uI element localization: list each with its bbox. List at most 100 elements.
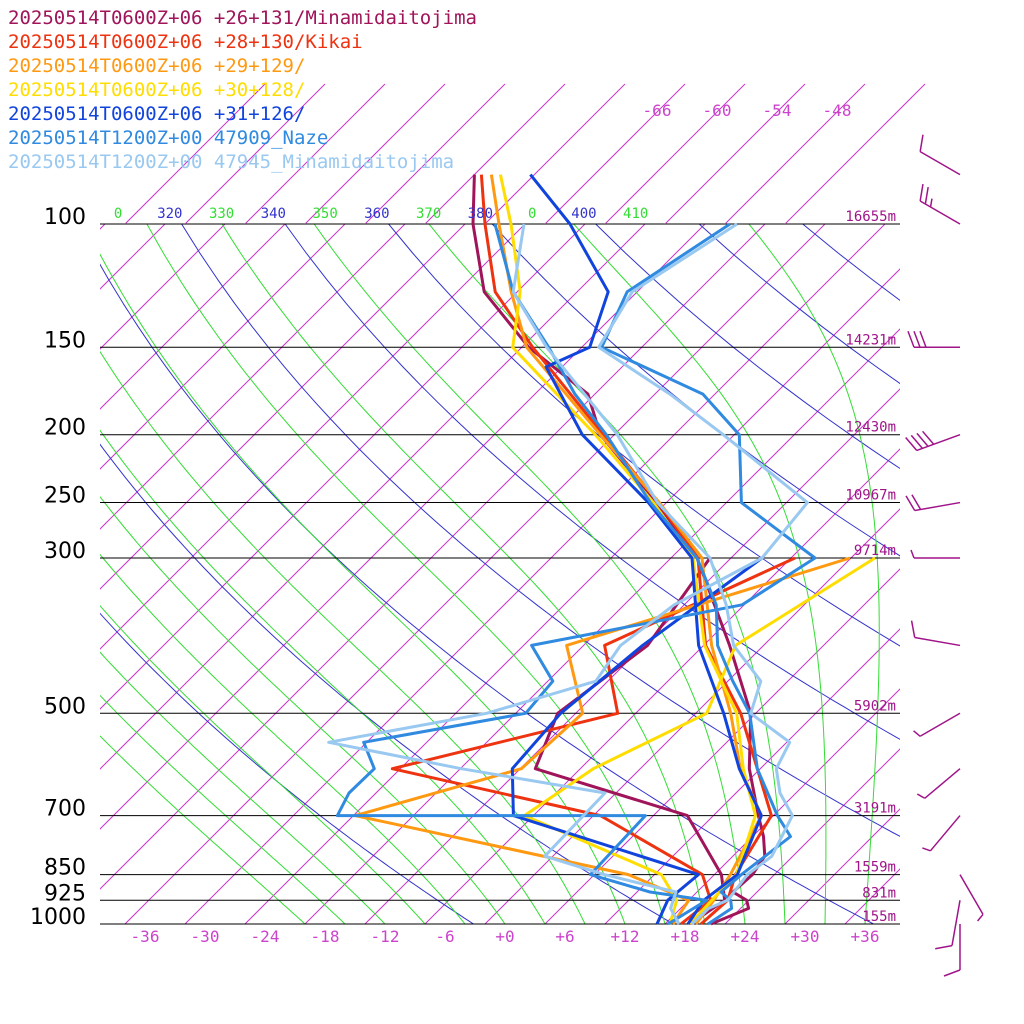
theta-label: 330 (209, 206, 234, 222)
isotherm-line (244, 268, 900, 924)
isotherm-line (905, 224, 1024, 924)
legend-entry: 20250514T0600Z+06 +30+128/ (8, 79, 305, 101)
wind-barbs (905, 134, 984, 977)
temperature-tick-label: -30 (191, 927, 220, 946)
isotherm-line (100, 224, 406, 530)
legend-entry: 20250514T0600Z+06 +26+131/Minamidaitojim… (8, 7, 477, 29)
pressure-label: 150 (44, 328, 86, 353)
legend: 20250514T0600Z+06 +26+131/Minamidaitojim… (8, 7, 477, 173)
upper-temperature-label: -48 (823, 101, 852, 120)
theta-label: 0 (114, 206, 122, 222)
isotherm-line (304, 328, 900, 924)
upper-temperature-label: -54 (763, 101, 792, 120)
legend-entry: 20250514T1200Z+00 47945_Minamidaitojima (8, 151, 454, 173)
temperature-tick-label: -12 (371, 927, 400, 946)
wind-barb-flag (905, 436, 918, 451)
upper-isotherm-line (184, 83, 326, 224)
moist-adiabat-line (905, 224, 951, 924)
isotherm-line (100, 224, 586, 710)
pressure-label: 700 (44, 797, 86, 822)
wind-barb-flag (943, 969, 961, 977)
height-label: 831m (862, 885, 896, 901)
wind-barb-shaft (916, 434, 961, 452)
temperature-tick-label: +30 (791, 927, 820, 946)
temperature-tick-label: -6 (435, 927, 454, 946)
temperature-profile-line (471, 174, 767, 926)
height-label: 10967m (845, 488, 896, 504)
wind-barb-half (916, 793, 926, 799)
upper-isotherm-line (424, 83, 566, 224)
wind-barb-shaft (919, 200, 961, 225)
temperature-tick-label: +6 (555, 927, 574, 946)
wind-barb-shaft (924, 768, 961, 799)
isotherm-line (484, 508, 900, 924)
isotherm-line (100, 224, 706, 830)
upper-isotherm-line (364, 83, 506, 224)
legend-entry: 20250514T1200Z+00 47909_Naze (8, 127, 328, 149)
wind-barb-flag (905, 495, 916, 511)
pressure-label: 200 (44, 416, 86, 441)
height-labels: 16655m 14231m 12430m 10967m 9714m 5902m 3191m 1… (845, 209, 896, 925)
height-label: 9714m (854, 543, 896, 559)
upper-temperature-label: -60 (703, 101, 732, 120)
dry-adiabat-line (181, 224, 900, 837)
temperature-profile-line (529, 173, 763, 925)
isotherm-line (544, 568, 900, 924)
legend-entry: 20250514T0600Z+06 +29+129/ (8, 55, 305, 77)
legend-entry: 20250514T0600Z+06 +28+130/Kikai (8, 31, 363, 53)
wind-barb-flag (935, 944, 953, 950)
pressure-label: 500 (44, 694, 86, 719)
isotherm-line (724, 748, 900, 924)
pressure-label: 250 (44, 484, 86, 509)
theta-label: 350 (312, 206, 337, 222)
wind-barb-flag (922, 430, 935, 445)
dewpoint-profile-line (353, 556, 851, 925)
height-label: 12430m (845, 420, 896, 436)
upper-isotherm-line (664, 83, 806, 224)
theta-label: 370 (416, 206, 441, 222)
dry-adiabat-line (388, 224, 900, 647)
wind-barb-flag (919, 134, 924, 152)
temperature-profile-line (511, 223, 794, 926)
wind-barb-flag (907, 331, 915, 348)
temperature-tick-label: +0 (495, 927, 514, 946)
dewpoint-profile-line (327, 222, 809, 925)
upper-temperature-labels: -66 -60 -54 -48 (643, 101, 852, 120)
theta-label: 400 (571, 206, 596, 222)
temperature-tick-label: +36 (851, 927, 880, 946)
theta-label: 340 (261, 206, 286, 222)
theta-label: 380 (468, 206, 493, 222)
temperature-tick-label: +18 (671, 927, 700, 946)
isotherm-line (100, 224, 466, 590)
dewpoint-profile-line (510, 556, 763, 925)
theta-label: 360 (364, 206, 389, 222)
wind-barb-shaft (914, 636, 961, 647)
wind-barb-flag (911, 494, 922, 510)
upper-isotherm-line (544, 83, 686, 224)
temperature-tick-label: -24 (251, 927, 280, 946)
pressure-label: 925 (44, 881, 86, 906)
isotherm-line (100, 224, 226, 350)
wind-barb-flag (916, 432, 929, 447)
upper-isotherm-line (244, 83, 386, 224)
upper-isotherm-line (484, 83, 626, 224)
upper-isotherm-line (304, 83, 446, 224)
dry-adiabat-line (100, 443, 674, 924)
dry-adiabat-lines (100, 224, 900, 924)
wind-barb-shaft (919, 712, 961, 737)
dry-adiabat-line (802, 224, 900, 302)
temperature-tick-label: -18 (311, 927, 340, 946)
isotherm-line (100, 224, 526, 650)
wind-barb-flag (913, 331, 921, 348)
upper-isotherm-line (124, 83, 266, 224)
wind-barb-shaft (929, 815, 961, 852)
height-label: 3191m (854, 801, 896, 817)
theta-label: 320 (157, 206, 182, 222)
upper-isotherm-lines (124, 83, 926, 224)
temperature-tick-label: -36 (131, 927, 160, 946)
isotherm-lines (100, 224, 1024, 924)
wind-barb-shaft (914, 501, 961, 512)
wind-barb-flag (910, 434, 923, 449)
wind-barb-half (929, 198, 933, 208)
